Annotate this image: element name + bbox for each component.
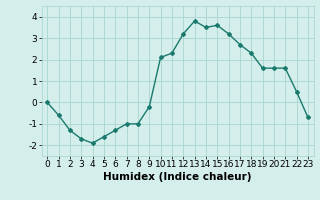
X-axis label: Humidex (Indice chaleur): Humidex (Indice chaleur)	[103, 172, 252, 182]
